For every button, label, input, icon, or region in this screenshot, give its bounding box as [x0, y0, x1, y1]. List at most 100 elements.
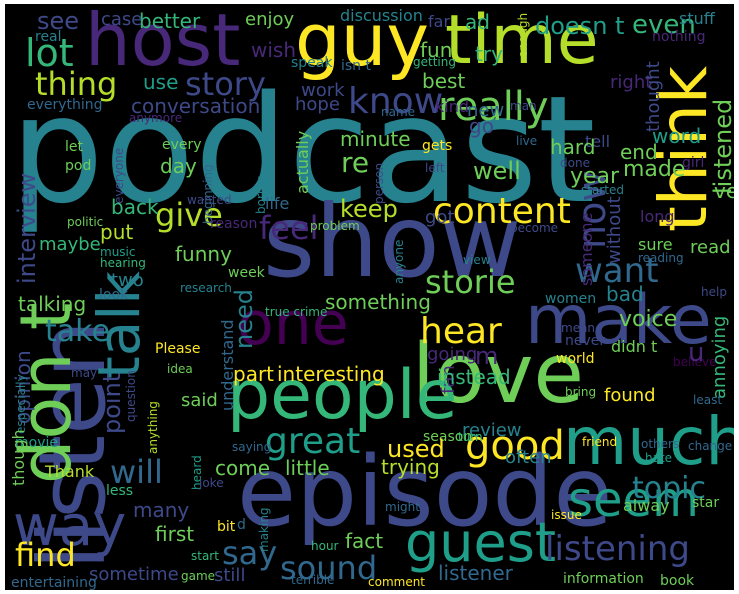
- word-help: help: [701, 285, 727, 299]
- word-turn: turn: [458, 430, 483, 444]
- word-best: best: [422, 69, 466, 93]
- word-mean: mean: [561, 321, 596, 335]
- word-joke: joke: [199, 476, 224, 490]
- word-politic: politic: [67, 215, 104, 229]
- word-anymore: anymore: [129, 111, 183, 125]
- word-man: man: [510, 99, 537, 113]
- word-found: found: [604, 385, 656, 406]
- word-make: make: [525, 281, 712, 360]
- word-little: little: [285, 456, 330, 480]
- word-put: put: [100, 220, 134, 244]
- word-saying: saying: [232, 440, 272, 454]
- word-research: research: [180, 281, 232, 295]
- word-terrible: terrible: [291, 573, 335, 587]
- word-right: right: [610, 72, 653, 93]
- word-girl: girl: [682, 155, 705, 171]
- word-anything: anything: [146, 401, 160, 454]
- word-m: m: [475, 342, 499, 370]
- word-ve: ve: [714, 179, 734, 203]
- word-doesnt: doesn t: [535, 12, 625, 40]
- word-host: host: [85, 4, 241, 82]
- word-show: show: [263, 183, 522, 300]
- word-nothing: nothing: [652, 29, 706, 45]
- word-interesting: interesting: [277, 362, 385, 386]
- word-back: back: [111, 195, 159, 219]
- word-music: music: [100, 245, 136, 259]
- word-ad: ad: [465, 10, 490, 34]
- word-anyone: anyone: [392, 239, 406, 284]
- word-game: game: [181, 569, 216, 583]
- word-isnt: isn t: [341, 58, 371, 74]
- word-especially: especially: [14, 374, 28, 434]
- word-look: look: [99, 287, 129, 303]
- word-someone: someone: [577, 212, 596, 286]
- word-part: part: [233, 362, 275, 386]
- word-sound: sound: [280, 549, 378, 587]
- word-thank: Thank: [45, 462, 95, 481]
- word-sure: sure: [638, 235, 673, 254]
- word-trying: trying: [381, 455, 440, 479]
- word-hard: hard: [550, 135, 596, 159]
- word-keep: keep: [340, 195, 398, 223]
- word-storie: storie: [425, 263, 516, 301]
- word-seem: seem: [568, 472, 699, 528]
- word-conversation: conversation: [131, 94, 261, 118]
- word-find: find: [15, 536, 76, 574]
- word-might: might: [385, 500, 420, 514]
- word-live: live: [516, 134, 538, 148]
- word-re: re: [341, 146, 370, 179]
- word-believe: believe: [673, 355, 717, 369]
- word-instead: instead: [437, 365, 511, 389]
- word-reading: reading: [638, 251, 684, 265]
- word-started: started: [581, 183, 624, 197]
- word-used: used: [387, 435, 445, 463]
- word-entertaining: entertaining: [11, 575, 97, 590]
- word-women: women: [545, 291, 597, 307]
- word-podcast: podcast: [10, 64, 596, 236]
- word-better: better: [139, 9, 201, 33]
- word-stuff: stuff: [679, 9, 715, 28]
- word-tell: tell: [585, 132, 611, 151]
- word-others: others: [641, 437, 680, 451]
- word-issue: issue: [551, 508, 582, 522]
- word-even: even: [632, 10, 696, 40]
- word-season: season: [423, 429, 473, 445]
- word-view: view: [463, 253, 491, 267]
- word-bad: bad: [606, 282, 644, 306]
- word-movie: movie: [15, 435, 58, 451]
- word-making: making: [257, 507, 271, 552]
- word-review: review: [462, 420, 522, 441]
- word-people: people: [227, 356, 458, 435]
- word-cloud: podcast show listen episode love people make ho…: [5, 4, 734, 590]
- word-let: let: [65, 139, 83, 155]
- word-story: story: [185, 65, 266, 103]
- word-enough: enough: [516, 12, 530, 58]
- word-point: point: [98, 372, 126, 434]
- word-please: Please: [155, 341, 201, 357]
- word-every: every: [162, 137, 202, 153]
- word-going: going: [427, 344, 478, 365]
- word-great: great: [265, 421, 361, 462]
- word-time: time: [445, 4, 599, 80]
- word-fun: fun: [420, 38, 453, 62]
- word-feel: feel: [259, 209, 319, 247]
- word-u: u: [688, 338, 705, 368]
- word-week: week: [228, 265, 265, 281]
- word-voice: voice: [619, 307, 678, 332]
- word-love: love: [412, 327, 584, 422]
- word-annoying: annoying: [709, 315, 730, 399]
- word-wish: wish: [251, 38, 297, 62]
- word-year: year: [570, 164, 620, 189]
- word-real: real: [35, 29, 62, 45]
- word-start: start: [191, 549, 219, 563]
- word-may: may: [71, 366, 98, 380]
- word-guy: guy: [295, 4, 429, 82]
- word-said: said: [181, 390, 218, 411]
- word-listener: listener: [438, 561, 513, 585]
- word-got: got: [425, 207, 455, 228]
- word-topic: topic: [632, 471, 706, 506]
- word-end: end: [620, 140, 658, 164]
- word-go: go: [469, 114, 494, 138]
- word-everything: everything: [27, 97, 103, 113]
- word-star: star: [692, 495, 720, 511]
